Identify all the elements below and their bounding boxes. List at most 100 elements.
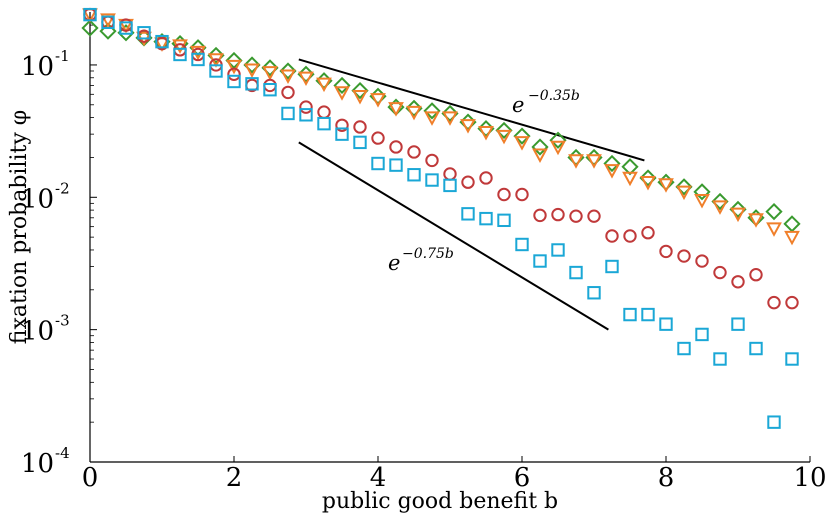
circle-marker [641,226,655,240]
diamond-marker [423,102,441,120]
square-marker [245,77,259,91]
circle-marker [443,167,457,181]
square-marker [137,26,151,40]
square-marker [173,47,187,62]
triangle-marker [694,194,710,209]
triangle-marker [370,93,386,108]
diamond-marker [675,178,693,196]
circle-marker [677,249,691,263]
triangle-marker [604,164,620,179]
square-marker [749,341,763,356]
circle-marker [551,207,565,222]
x-tick-label: 0 [82,463,99,493]
circle-marker [749,268,763,282]
square-marker [785,352,799,366]
triangle-marker [640,176,656,191]
triangle-marker [676,185,692,201]
circle-marker [461,175,475,189]
circle-marker [299,100,313,114]
circle-marker [695,254,709,268]
circle-marker [515,187,529,202]
square-marker [227,74,241,89]
square-marker [569,265,583,280]
diamond-marker [549,131,567,149]
y-tick-label: 10 [21,449,54,479]
square-marker [659,317,673,331]
triangle-marker [784,230,800,246]
triangle-marker [748,213,764,228]
square-marker [605,259,619,274]
square-marker [155,34,169,49]
diamond-marker [531,138,549,156]
triangle-marker [658,178,674,193]
circle-marker [659,244,673,259]
square-marker [695,327,709,342]
triangle-marker [478,126,494,141]
circle-marker [533,208,547,223]
diamond-marker [333,76,351,95]
square-marker [551,243,565,257]
axis-labels: public good benefit b fixation probabilit… [7,110,558,514]
square-marker [263,83,277,97]
triangle-marker [262,66,278,81]
guide-label: e [388,251,400,275]
square-marker [407,168,421,182]
x-tick-label: 10 [793,463,826,493]
triangle-marker [388,102,404,117]
circle-marker [587,209,601,223]
triangle-marker [496,129,512,145]
square-marker [623,307,637,322]
square-marker [353,135,367,150]
triangle-marker [586,154,602,169]
triangle-marker [532,148,548,163]
diamond-marker [729,200,747,219]
triangle-marker [514,136,530,151]
diamond-marker [279,62,297,80]
circle-marker [731,275,745,289]
guide-label-exponent: −0.35b [528,88,580,104]
square-marker [497,213,511,228]
square-marker [677,341,691,356]
circle-marker [605,229,619,243]
circle-marker [767,295,781,310]
square-marker [389,158,403,172]
diamond-marker [351,81,369,100]
triangle-marker [712,200,728,215]
triangle-marker [298,71,314,87]
x-tick-label: 8 [658,463,675,493]
triangle-marker [568,154,584,169]
diamond-marker [711,192,729,211]
circle-marker [353,120,367,134]
x-axis-label: public good benefit b [322,489,558,514]
square-marker [335,127,349,141]
diamond-marker [441,104,459,123]
square-marker [371,156,385,171]
y-tick-label: 10 [21,52,54,82]
square-marker [479,211,493,226]
circle-marker [479,171,493,185]
y-tick-label-exponent: -3 [55,312,70,330]
triangle-marker [622,171,638,187]
square-marker [713,352,727,366]
circle-marker [281,85,295,100]
square-marker [533,254,547,268]
circle-marker [371,131,385,145]
triangle-marker [442,111,458,126]
circle-marker [389,140,403,154]
circle-marker [623,229,637,243]
diamond-marker [621,158,639,176]
diamond-marker [783,215,801,233]
circle-marker [713,265,727,280]
square-marker [317,116,331,131]
guide-line [298,141,609,331]
x-tick-label: 2 [226,463,243,493]
square-marker [461,207,475,221]
square-marker [515,237,529,252]
guide-label-exponent: −0.75b [402,246,454,262]
triangle-marker [460,119,476,134]
data-points [81,7,801,429]
square-marker [731,317,745,331]
